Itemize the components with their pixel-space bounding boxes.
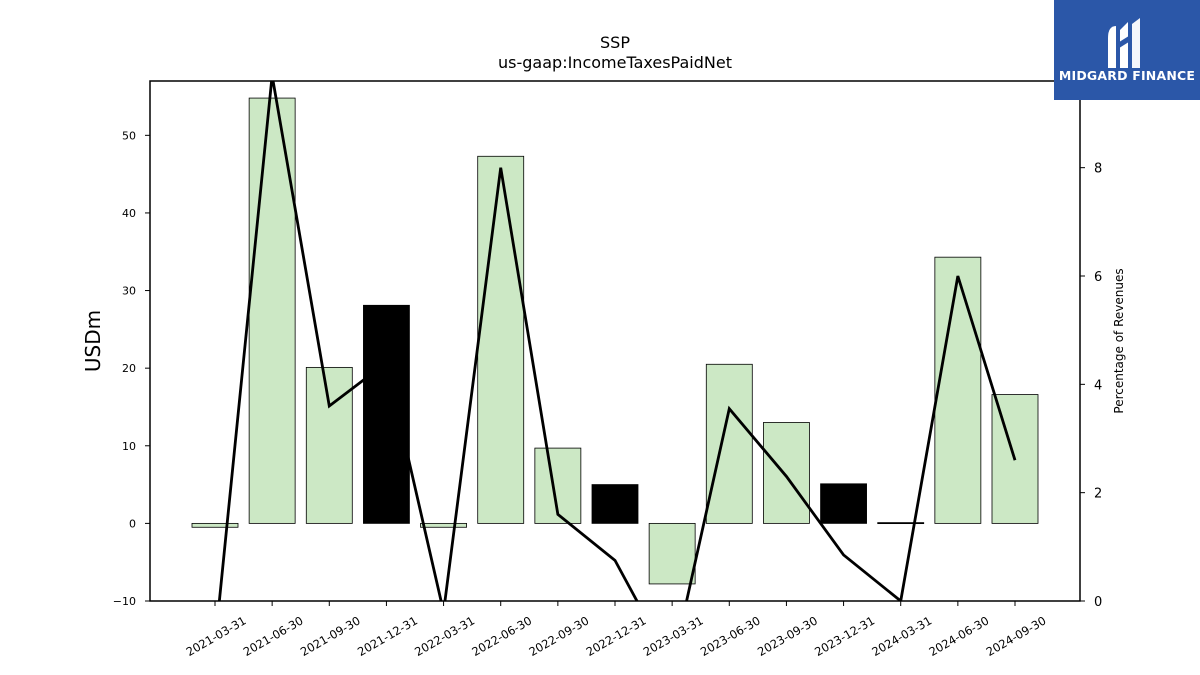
- chart-subtitle: us-gaap:IncomeTaxesPaidNet: [498, 53, 732, 72]
- bar-2024-03-31: [877, 522, 925, 525]
- x-tick-label: 2021-09-30: [298, 613, 363, 659]
- x-tick-label: 2022-06-30: [469, 613, 534, 659]
- y2-tick-label: 0: [1094, 595, 1102, 610]
- x-tick-label: 2024-03-31: [869, 613, 934, 659]
- bar-2022-12-31: [591, 484, 639, 524]
- x-tick-label: 2024-06-30: [926, 613, 991, 659]
- bar-2023-12-31: [820, 483, 867, 524]
- chart-title: SSP: [600, 33, 630, 52]
- bar-2023-03-31: [648, 522, 696, 585]
- x-tick-label: 2022-03-31: [412, 613, 477, 659]
- y2-axis-label: Percentage of Revenues: [1112, 268, 1126, 413]
- y-axis-label: USDm: [81, 310, 105, 372]
- logo-text: MIDGARD FINANCE: [1058, 68, 1196, 83]
- x-tick-label: 2021-03-31: [184, 613, 249, 659]
- y-tick-label: 20: [122, 362, 136, 375]
- x-tick-label: 2024-09-30: [984, 613, 1049, 659]
- bar-2021-09-30: [305, 366, 353, 524]
- y2-tick-label: 8: [1094, 162, 1102, 177]
- line-revenue-percentage: [217, 81, 1017, 601]
- y-tick-label: 30: [122, 285, 136, 298]
- x-tick-label: 2022-12-31: [584, 613, 649, 659]
- y-tick-label: 0: [129, 517, 136, 530]
- plot-frame: [149, 80, 1081, 602]
- x-tick-label: 2023-12-31: [812, 613, 877, 659]
- y-tick-label: −10: [113, 595, 136, 608]
- y-axis-ticks: −10 0 10 20 30 40 50: [113, 129, 150, 608]
- x-tick-label: 2023-09-30: [755, 613, 820, 659]
- x-tick-label: 2023-06-30: [698, 613, 763, 659]
- x-tick-label: 2022-09-30: [526, 613, 591, 659]
- bar-2022-03-31: [420, 522, 467, 528]
- x-tick-label: 2021-12-31: [355, 613, 420, 659]
- bar-2023-06-30: [705, 363, 753, 524]
- bar-series: [191, 97, 1039, 585]
- bar-2024-06-30: [934, 256, 982, 524]
- brand-logo: MIDGARD FINANCE: [1054, 0, 1200, 100]
- y2-tick-label: 2: [1094, 487, 1102, 502]
- y-tick-label: 50: [122, 129, 136, 142]
- bar-2021-03-31: [191, 522, 239, 528]
- bar-2022-06-30: [477, 155, 525, 524]
- y-tick-label: 10: [122, 440, 136, 453]
- x-tick-label: 2023-03-31: [641, 613, 706, 659]
- x-tick-label: 2021-06-30: [241, 613, 306, 659]
- bar-2023-09-30: [763, 422, 810, 524]
- y2-tick-label: 6: [1094, 270, 1102, 285]
- logo-mark-icon: [1108, 18, 1140, 68]
- bar-2021-12-31: [363, 304, 410, 524]
- line-series: [217, 81, 1017, 601]
- x-axis-ticks: 2021-03-312021-06-302021-09-302021-12-31…: [184, 601, 1049, 659]
- y2-axis-ticks: 0 2 4 6 8: [1080, 162, 1102, 610]
- y-tick-label: 40: [122, 207, 136, 220]
- y2-tick-label: 4: [1094, 378, 1102, 393]
